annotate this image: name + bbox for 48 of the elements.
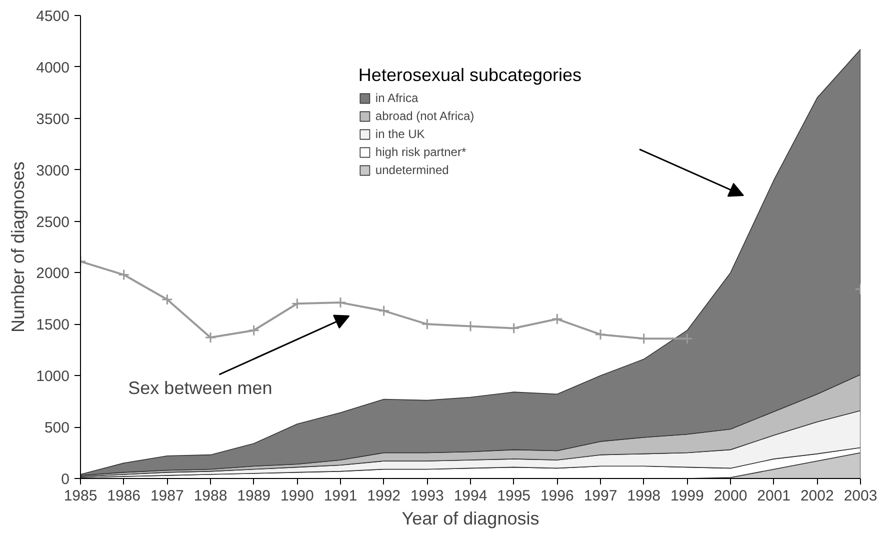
legend-label: undetermined [375, 162, 449, 178]
y-tick-label: 0 [61, 471, 70, 488]
x-tick-label: 1997 [584, 488, 618, 504]
x-tick-label: 1988 [194, 488, 228, 504]
x-tick-label: 1996 [540, 488, 574, 504]
x-tick-label: 1995 [497, 488, 531, 504]
y-tick-label: 4000 [36, 59, 70, 76]
x-tick-label: 2001 [757, 488, 791, 504]
legend-title: Heterosexual subcategories [358, 65, 582, 86]
y-tick-label: 2500 [36, 214, 70, 231]
y-tick-label: 3500 [36, 110, 70, 128]
y-tick-label: 4500 [36, 8, 70, 25]
y-tick-label: 3000 [36, 162, 70, 180]
point [638, 332, 650, 344]
y-axis-title: Number of diagnoses [8, 161, 28, 333]
annotation: Sex between men [128, 378, 272, 398]
x-axis-title: Year of diagnosis [402, 508, 540, 528]
x-tick-label: 2000 [714, 488, 748, 504]
x-tick-label: 1998 [627, 488, 661, 504]
x-tick-label: 1990 [280, 488, 314, 504]
point [551, 313, 563, 325]
y-tick-label: 2000 [36, 265, 70, 282]
x-tick-label: 1986 [107, 488, 141, 504]
point [378, 305, 390, 317]
y-tick-label: 1500 [36, 316, 70, 334]
x-tick-label: 2002 [800, 488, 834, 504]
x-tick-label: 1987 [150, 488, 184, 504]
legend-label: in the UK [375, 126, 425, 142]
point [334, 296, 346, 308]
x-tick-label: 1992 [367, 488, 401, 504]
point [594, 328, 606, 340]
y-tick-label: 500 [44, 420, 70, 437]
point [118, 269, 130, 281]
legend-label: in Africa [375, 90, 418, 106]
x-tick-label: 1985 [64, 488, 98, 504]
y-tick-label: 1000 [36, 368, 70, 386]
x-tick-label: 1993 [410, 488, 444, 504]
x-tick-label: 1999 [670, 488, 704, 504]
x-tick-label: 1994 [454, 488, 488, 504]
legend-label: high risk partner* [375, 144, 466, 160]
point [161, 294, 173, 306]
point [421, 318, 433, 330]
point [248, 324, 260, 336]
x-tick-label: 1991 [324, 488, 358, 504]
x-tick-label: 1989 [237, 488, 271, 504]
legend-label: abroad (not Africa) [375, 108, 474, 124]
point [204, 332, 216, 344]
x-tick-label: 2003 [844, 488, 878, 504]
